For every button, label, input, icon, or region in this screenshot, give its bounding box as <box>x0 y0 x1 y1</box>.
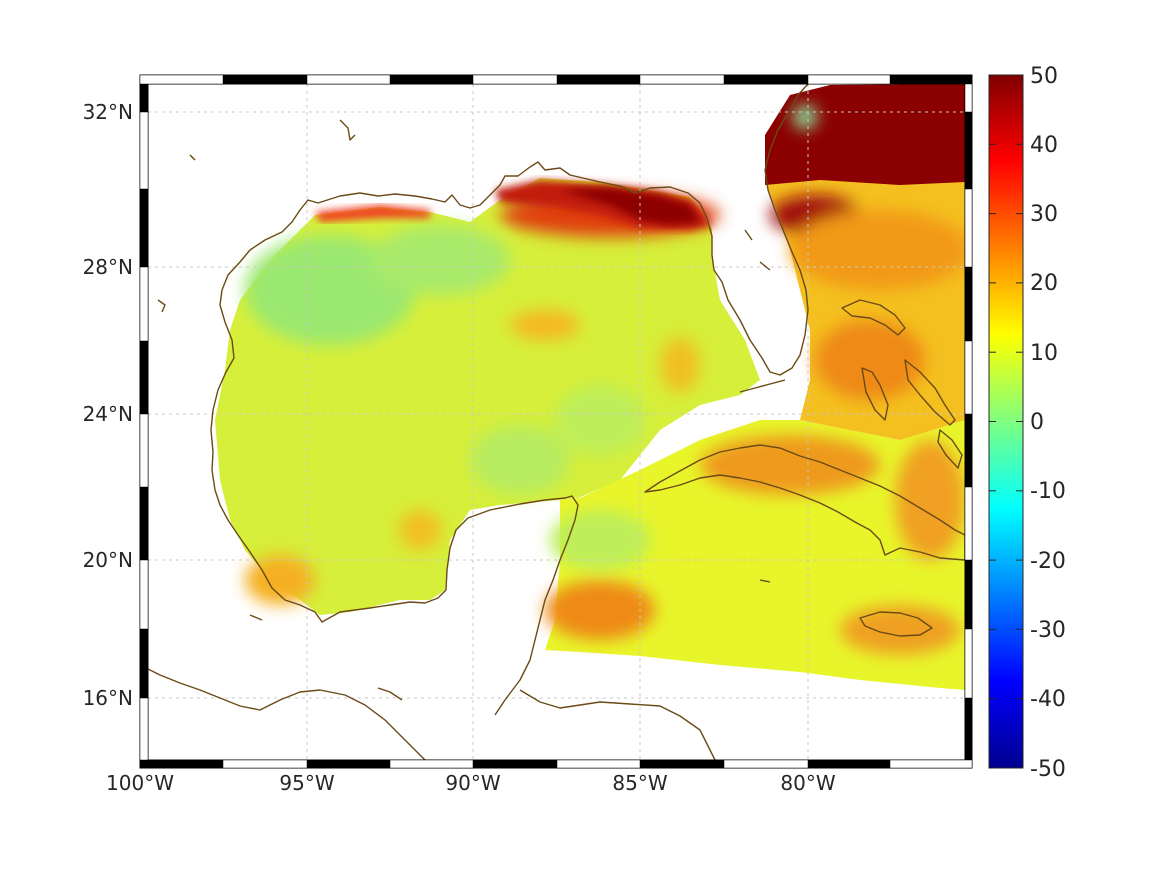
small-island-4 <box>249 614 263 621</box>
texas-warm-strip <box>315 205 430 222</box>
florida-keys <box>739 379 786 393</box>
bahamas-warm <box>815 320 925 400</box>
colorbar-label-neg50: -50 <box>1030 757 1066 782</box>
east-warm <box>895 440 965 560</box>
colorbar-label-20: 20 <box>1030 271 1058 296</box>
colorbar-ticks <box>989 143 1023 700</box>
atlantic-coast-islands <box>744 229 771 271</box>
colorbar-label-0: 0 <box>1030 410 1044 435</box>
lon-label-90w: 90°W <box>445 771 500 795</box>
colorbar-label-neg40: -40 <box>1030 687 1066 712</box>
colorbar-label-neg30: -30 <box>1030 618 1066 643</box>
colorbar-label-10: 10 <box>1030 341 1058 366</box>
loop-warm <box>660 337 700 393</box>
mid-gulf-warm <box>510 310 580 340</box>
lon-label-80w: 80°W <box>780 771 835 795</box>
bahamas-east-island <box>904 359 956 426</box>
lat-label-28n: 28°N <box>83 255 133 279</box>
atlantic-cool-spot <box>793 105 817 129</box>
small-island-2 <box>157 299 166 313</box>
small-island-3 <box>377 687 403 701</box>
cuba-warm <box>700 435 880 495</box>
yucatan-cool <box>550 510 650 570</box>
campeche-warm <box>398 510 442 550</box>
data-field <box>215 84 965 690</box>
lon-label-100w: 100°W <box>106 771 174 795</box>
lon-label-95w: 95°W <box>279 771 334 795</box>
bahamas-south-island <box>937 429 963 469</box>
louisiana-islands <box>339 119 356 141</box>
lat-label-16n: 16°N <box>83 686 133 710</box>
jamaica-coastline <box>859 611 933 637</box>
honduras-coastline <box>519 689 716 761</box>
small-island-5 <box>759 579 771 583</box>
central-america-coastline <box>139 664 426 761</box>
coastlines <box>139 83 966 761</box>
map-frame <box>139 74 973 769</box>
texas-mexico-coastline <box>210 199 579 716</box>
atlantic-orange <box>790 210 965 290</box>
small-island-1 <box>189 154 196 161</box>
colorbar-label-neg10: -10 <box>1030 479 1066 504</box>
south-gulf-cool <box>470 425 570 495</box>
atlantic-north-field <box>765 84 965 185</box>
longitude-labels: 100°W 95°W 90°W 85°W 80°W <box>106 771 836 795</box>
lat-label-20n: 20°N <box>83 548 133 572</box>
us-mexico-coastline <box>317 83 809 376</box>
east-gulf-cool <box>555 385 645 455</box>
colorbar-label-50: 50 <box>1030 64 1058 89</box>
bahamas-andros-island <box>861 367 889 421</box>
central-gulf-cool <box>370 225 510 295</box>
colorbar: 50 40 30 20 10 0 -10 -20 -30 -40 -50 <box>988 64 1066 782</box>
colorbar-label-40: 40 <box>1030 133 1058 158</box>
lat-label-24n: 24°N <box>83 402 133 426</box>
bahamas-north-island <box>841 299 906 336</box>
colorbar-label-30: 30 <box>1030 202 1058 227</box>
honduras-warm <box>545 580 655 640</box>
north-gulf-dark <box>560 188 700 225</box>
colorbar-label-neg20: -20 <box>1030 549 1066 574</box>
southwest-warm <box>245 555 315 605</box>
lon-label-85w: 85°W <box>612 771 667 795</box>
latitude-labels: 32°N 28°N 24°N 20°N 16°N <box>83 100 133 710</box>
graticule <box>148 84 965 760</box>
lat-label-32n: 32°N <box>83 100 133 124</box>
jamaica-warm <box>840 605 960 655</box>
